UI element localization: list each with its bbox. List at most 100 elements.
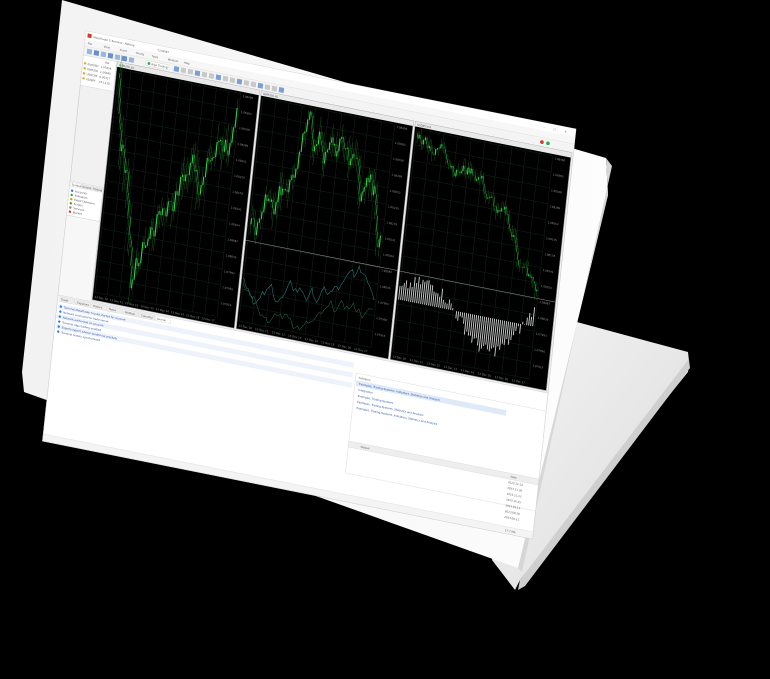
toolbar-icon[interactable] <box>264 84 271 91</box>
candle <box>434 148 437 155</box>
chart-window[interactable]: GBPUSD,H1 1.08400 1.08363 1.08326 1.08289 1.0… <box>235 90 414 360</box>
candle <box>358 180 361 195</box>
chart-title: EURUSD,H1 <box>119 63 135 70</box>
candle <box>525 267 527 268</box>
candle <box>152 230 155 237</box>
navigator-item[interactable]: Scripts <box>74 202 84 208</box>
menu-item-file[interactable]: File <box>88 41 93 46</box>
journal-line[interactable]: Terminal Algo trading enabled <box>62 320 102 332</box>
menu-item-tools[interactable]: Tools <box>152 54 159 59</box>
chart-title: USDJPY,H4 <box>417 123 432 130</box>
navigator-item[interactable]: Services <box>73 206 85 212</box>
menu-item-help[interactable]: Help <box>184 60 191 65</box>
toolbar-icon[interactable] <box>229 77 236 84</box>
navigator-tab[interactable] <box>80 184 92 191</box>
market-watch-symbol[interactable]: USDJPY <box>86 77 96 83</box>
toolbox-tab[interactable] <box>123 309 140 318</box>
candle <box>482 175 485 184</box>
candle <box>294 168 297 179</box>
grid-line <box>98 260 221 285</box>
toolbar-icon[interactable] <box>257 82 264 89</box>
menu-item-charts[interactable]: Charts <box>136 51 146 57</box>
candle-wick <box>119 139 123 171</box>
toolbar-icon[interactable] <box>187 68 194 75</box>
toolbar-icon[interactable] <box>114 54 121 61</box>
toolbar-icon[interactable] <box>93 50 100 57</box>
menu-item-window[interactable]: Window <box>168 57 179 63</box>
market-watch-symbol[interactable]: EURUSD <box>87 62 98 68</box>
candle <box>218 140 220 143</box>
maximize-button[interactable]: □ <box>553 128 556 132</box>
candle-wick <box>312 140 316 166</box>
market-watch-symbol[interactable]: GBPUSD <box>87 67 98 73</box>
histogram-bar <box>461 312 464 318</box>
toolbox-tab[interactable] <box>91 302 108 311</box>
toolbar-icon[interactable] <box>180 67 187 74</box>
candle-wick <box>219 136 222 155</box>
toolbar-icon[interactable] <box>121 55 128 62</box>
toolbar-icon[interactable] <box>86 48 93 55</box>
candle <box>336 151 338 157</box>
toolbar-icon[interactable] <box>243 80 250 87</box>
candle <box>427 144 429 149</box>
menu: File View Insert Charts Tools Window Help <box>88 41 191 65</box>
toolbar-icon[interactable] <box>222 75 229 82</box>
navigator-item[interactable]: Indicators <box>74 193 88 200</box>
toolbox-tab[interactable] <box>75 299 92 308</box>
price-scale-label: 1.07956 <box>222 285 233 291</box>
toolbar-icon[interactable] <box>215 74 222 81</box>
category-item[interactable]: Integration <box>358 388 373 395</box>
toolbar-icon[interactable] <box>100 51 107 58</box>
algo-trading-button[interactable] <box>145 60 169 70</box>
title-bar <box>85 31 576 138</box>
candle-wick <box>156 204 161 233</box>
navigator-item[interactable]: Accounts <box>75 189 88 195</box>
close-button[interactable]: ✕ <box>564 130 566 133</box>
toolbar-icon[interactable] <box>271 85 278 92</box>
time-scale-label: 13 Dec 13 <box>288 333 302 340</box>
toolbar-icon[interactable] <box>278 87 285 94</box>
navigator-item[interactable]: Expert Advisors <box>74 198 95 206</box>
menu-item-view[interactable]: View <box>104 44 111 49</box>
toolbox-tab[interactable] <box>139 312 156 321</box>
journal-line[interactable]: Terminal history synchronized <box>61 330 100 342</box>
category-item[interactable]: Examples, Trading Systems <box>358 394 395 405</box>
navigator-tab[interactable] <box>91 186 103 193</box>
candle-wick <box>128 231 132 257</box>
toolbar-icon[interactable] <box>208 73 215 80</box>
candle <box>221 140 223 146</box>
toolbar-icon[interactable] <box>107 52 114 59</box>
candle <box>186 174 189 176</box>
journal-info-icon <box>59 310 62 313</box>
toolbar-icon[interactable] <box>250 81 257 88</box>
candle <box>292 175 295 178</box>
candle <box>279 186 282 196</box>
candle <box>342 136 345 143</box>
candle-wick <box>535 286 538 297</box>
stop-icon[interactable] <box>540 140 544 144</box>
toolbar-icon[interactable] <box>194 70 201 77</box>
toolbox-tab[interactable] <box>155 315 172 324</box>
histogram-bar <box>414 282 418 303</box>
minimize-button[interactable]: – <box>543 126 545 129</box>
toolbox-tab[interactable] <box>59 296 76 305</box>
chart-window[interactable]: EURUSD,H1 1.08400 1.08363 1.08326 1.08289 1.0… <box>91 55 260 329</box>
toolbar-icon[interactable] <box>236 78 243 85</box>
candle <box>490 196 492 198</box>
toolbox-tab[interactable] <box>107 305 124 315</box>
candle <box>158 210 160 215</box>
histogram-bar <box>519 323 522 334</box>
price-scale-label: 1.08215 <box>546 236 557 242</box>
toolbar-icon[interactable] <box>173 66 180 73</box>
navigator-tab[interactable] <box>70 182 82 189</box>
navigator-item[interactable]: Market <box>73 210 82 216</box>
toolbar-icon[interactable] <box>128 57 135 64</box>
toolbar-icon[interactable] <box>201 71 208 78</box>
histogram-bar <box>428 284 432 306</box>
market-watch-symbol[interactable]: USDCHF <box>86 72 98 78</box>
candle <box>494 206 496 207</box>
chart-window[interactable]: USDJPY,H4 1.08400 1.08363 1.08326 1.08289 1.0… <box>389 121 572 391</box>
menu-item-insert[interactable]: Insert <box>120 48 128 53</box>
price-scale-label: 1.08252 <box>390 189 401 195</box>
